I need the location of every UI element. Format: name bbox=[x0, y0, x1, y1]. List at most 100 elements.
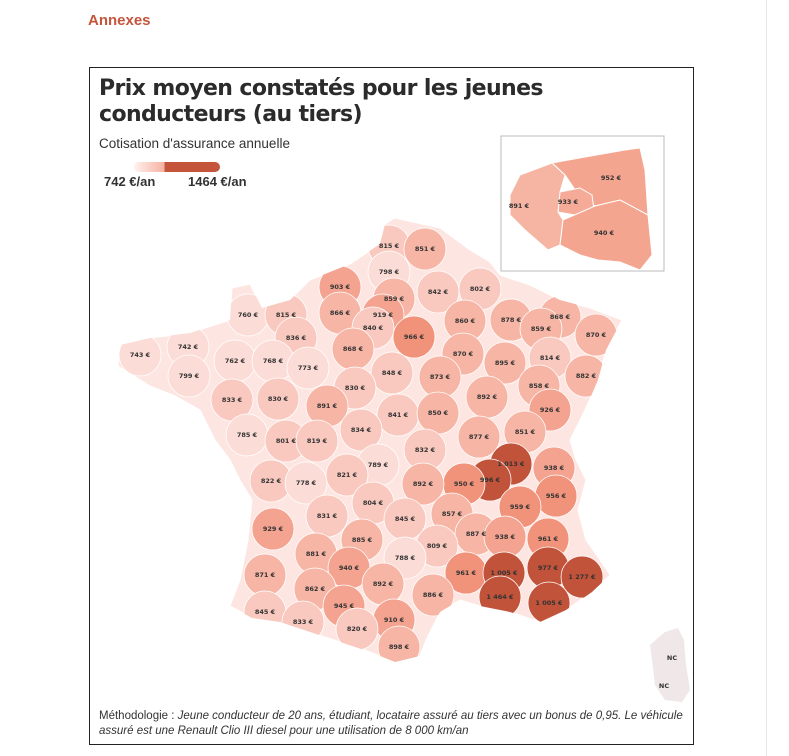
department-price-label: 851 € bbox=[415, 245, 436, 253]
department-price-label: 820 € bbox=[347, 625, 368, 633]
department-area bbox=[251, 507, 295, 551]
department-price-label: 789 € bbox=[368, 461, 389, 469]
inset-price-label: 952 € bbox=[601, 174, 622, 182]
department-price-label: 845 € bbox=[255, 608, 276, 616]
department-price-label: 938 € bbox=[495, 533, 516, 541]
department-price-label: 822 € bbox=[261, 477, 282, 485]
department-price-label: 768 € bbox=[263, 357, 284, 365]
corsica-label: NC bbox=[667, 654, 677, 662]
department-price-label: 858 € bbox=[529, 382, 550, 390]
department-area bbox=[401, 462, 445, 506]
department-area bbox=[377, 625, 421, 662]
department-price-label: 892 € bbox=[373, 580, 394, 588]
legend-gradient bbox=[134, 162, 220, 172]
corsica bbox=[650, 628, 690, 702]
department-price-label: 870 € bbox=[453, 350, 474, 358]
department-price-label: 886 € bbox=[423, 591, 444, 599]
department-price-label: 898 € bbox=[389, 643, 410, 651]
department-price-label: 1 013 € bbox=[497, 460, 525, 468]
department-price-label: 802 € bbox=[470, 285, 491, 293]
department-price-label: 929 € bbox=[263, 525, 284, 533]
department-price-label: 830 € bbox=[268, 395, 289, 403]
department-price-label: 926 € bbox=[540, 406, 561, 414]
legend-min: 742 €/an bbox=[104, 174, 156, 189]
inset-department-area bbox=[509, 162, 566, 251]
department-price-label: 799 € bbox=[179, 372, 200, 380]
department-area bbox=[411, 573, 455, 617]
department-price-label: 862 € bbox=[305, 585, 326, 593]
inset-price-label: 940 € bbox=[594, 229, 615, 237]
map-title: Prix moyen constatés pour les jeunes con… bbox=[99, 76, 544, 127]
department-price-label: 841 € bbox=[388, 411, 409, 419]
department-price-label: 887 € bbox=[466, 530, 487, 538]
department-price-label: 815 € bbox=[276, 311, 297, 319]
paris-inset: 952 € 933 € 891 € 940 € bbox=[509, 147, 653, 271]
department-price-label: 882 € bbox=[576, 372, 597, 380]
department-price-label: 773 € bbox=[298, 364, 319, 372]
department-price-label: 814 € bbox=[540, 354, 561, 362]
department-price-label: 857 € bbox=[442, 510, 463, 518]
department-price-label: 956 € bbox=[546, 492, 567, 500]
department-price-label: 815 € bbox=[379, 242, 400, 250]
department-price-label: 868 € bbox=[343, 345, 364, 353]
department-price-label: 866 € bbox=[330, 309, 351, 317]
department-price-label: 1 464 € bbox=[486, 593, 514, 601]
department-price-label: 742 € bbox=[178, 343, 199, 351]
department-price-label: 801 € bbox=[276, 437, 297, 445]
department-area bbox=[483, 341, 527, 385]
department-price-label: 966 € bbox=[404, 333, 425, 341]
department-price-label: 834 € bbox=[351, 426, 372, 434]
department-price-label: 842 € bbox=[428, 288, 449, 296]
department-price-label: 833 € bbox=[293, 618, 314, 626]
department-price-label: 919 € bbox=[373, 311, 394, 319]
map-card: Prix moyen constatés pour les jeunes con… bbox=[89, 67, 694, 745]
department-price-label: 833 € bbox=[222, 396, 243, 404]
department-price-label: 959 € bbox=[510, 503, 531, 511]
divider bbox=[766, 0, 767, 756]
department-price-label: 873 € bbox=[430, 373, 451, 381]
department-price-label: 788 € bbox=[395, 554, 416, 562]
department-price-label: 851 € bbox=[515, 428, 536, 436]
department-price-label: 878 € bbox=[501, 316, 522, 324]
department-price-label: 743 € bbox=[130, 351, 151, 359]
department-price-label: 809 € bbox=[427, 542, 448, 550]
department-price-label: 821 € bbox=[337, 471, 358, 479]
inset-price-label: 891 € bbox=[509, 202, 530, 210]
department-price-label: 940 € bbox=[339, 564, 360, 572]
department-price-label: 996 € bbox=[480, 476, 501, 484]
department-area bbox=[286, 346, 330, 390]
section-title: Annexes bbox=[88, 12, 151, 29]
department-price-label: 830 € bbox=[345, 384, 366, 392]
department-price-label: 895 € bbox=[495, 359, 516, 367]
department-area bbox=[256, 377, 300, 421]
department-price-label: 877 € bbox=[469, 433, 490, 441]
methodology-note: Méthodologie : Jeune conducteur de 20 an… bbox=[99, 709, 689, 739]
inset-price-label: 933 € bbox=[558, 198, 579, 206]
department-price-label: 836 € bbox=[286, 334, 307, 342]
department-price-label: 804 € bbox=[363, 499, 384, 507]
department-price-label: 785 € bbox=[237, 431, 258, 439]
department-price-label: 945 € bbox=[334, 602, 355, 610]
department-area bbox=[339, 408, 383, 452]
department-price-label: 760 € bbox=[238, 311, 259, 319]
department-area bbox=[370, 351, 414, 395]
department-price-label: 881 € bbox=[306, 550, 327, 558]
department-area bbox=[392, 315, 436, 359]
department-price-label: 892 € bbox=[477, 393, 498, 401]
department-price-label: 1 005 € bbox=[535, 599, 563, 607]
inset-department-area bbox=[559, 199, 653, 271]
department-price-label: 938 € bbox=[544, 464, 565, 472]
department-price-label: 950 € bbox=[454, 480, 475, 488]
department-price-label: 831 € bbox=[317, 512, 338, 520]
department-price-label: 870 € bbox=[586, 331, 607, 339]
department-price-label: 859 € bbox=[531, 325, 552, 333]
department-price-label: 850 € bbox=[428, 409, 449, 417]
methodology-label: Méthodologie : bbox=[99, 710, 175, 722]
department-price-label: 891 € bbox=[317, 402, 338, 410]
department-price-label: 871 € bbox=[255, 571, 276, 579]
department-price-label: 977 € bbox=[538, 564, 559, 572]
department-area bbox=[325, 453, 369, 497]
legend-max: 1464 €/an bbox=[188, 174, 247, 189]
methodology-text: Jeune conducteur de 20 ans, étudiant, lo… bbox=[99, 710, 683, 737]
